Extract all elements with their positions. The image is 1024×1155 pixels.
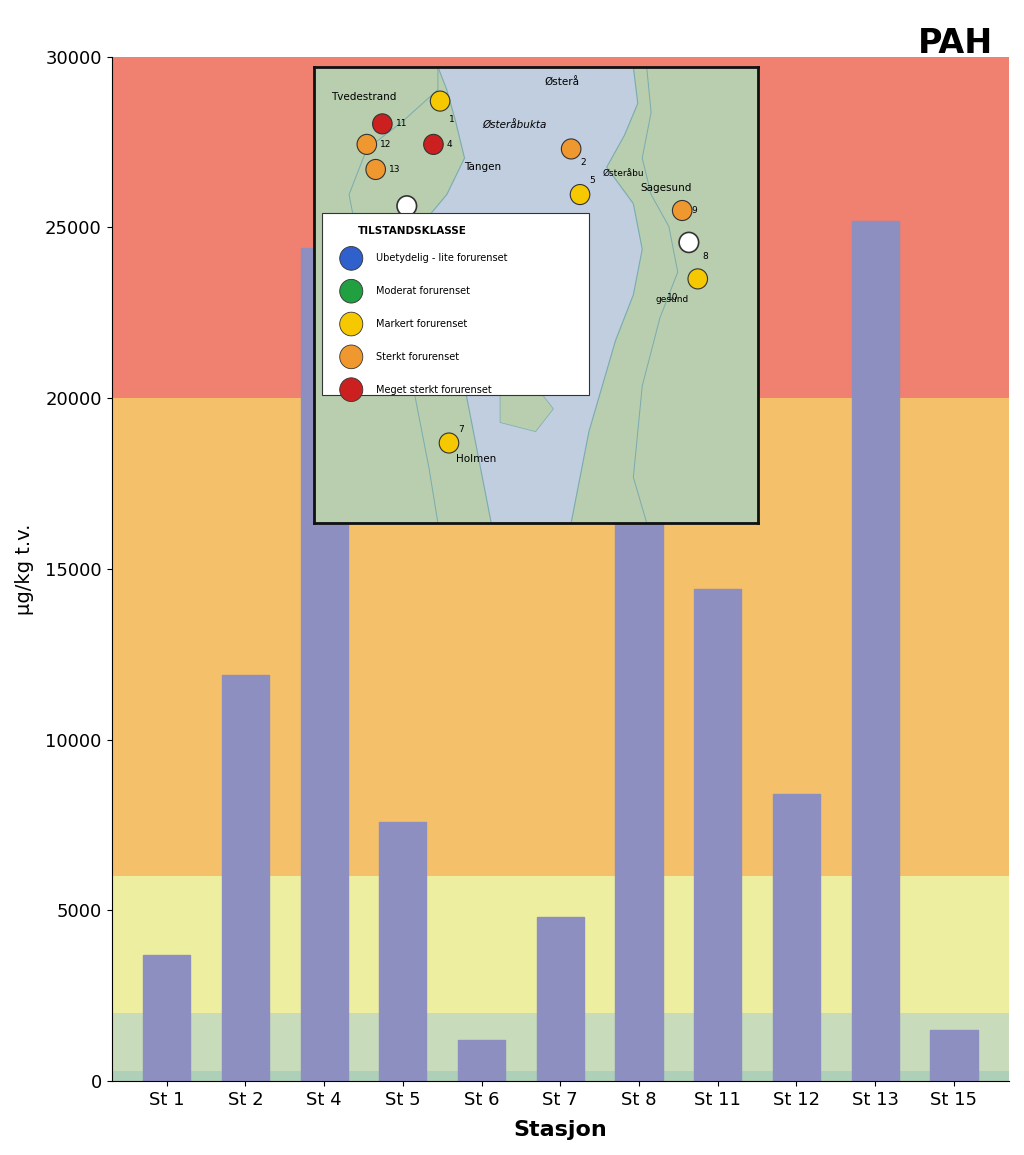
- Bar: [694, 589, 741, 1081]
- Bar: [300, 248, 348, 1081]
- Bar: [379, 821, 426, 1081]
- Bar: [112, 877, 1009, 1013]
- Bar: [112, 398, 1009, 877]
- Bar: [537, 917, 584, 1081]
- Y-axis label: µg/kg t.v.: µg/kg t.v.: [15, 523, 34, 614]
- Bar: [112, 57, 1009, 398]
- Bar: [458, 1041, 505, 1081]
- Text: PAH: PAH: [919, 27, 993, 60]
- X-axis label: Stasjon: Stasjon: [513, 1120, 607, 1140]
- Bar: [112, 1071, 1009, 1081]
- Bar: [112, 1013, 1009, 1071]
- Bar: [852, 221, 899, 1081]
- Bar: [222, 675, 269, 1081]
- Bar: [615, 118, 663, 1081]
- Bar: [143, 955, 190, 1081]
- Bar: [773, 795, 820, 1081]
- Bar: [930, 1030, 978, 1081]
